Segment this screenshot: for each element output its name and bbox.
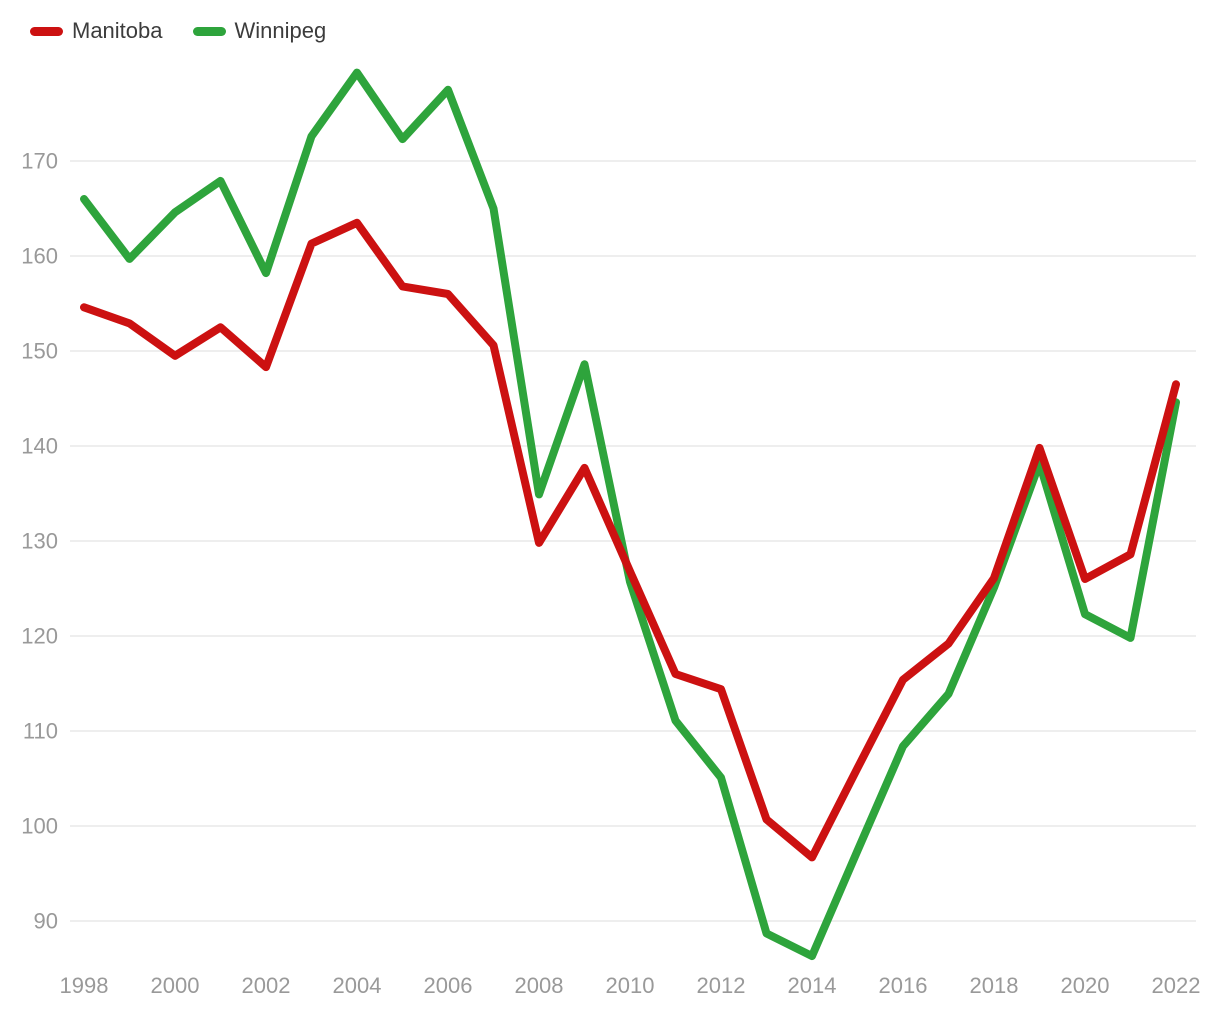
y-axis-tick-label: 130 bbox=[21, 529, 58, 554]
y-axis-tick-label: 120 bbox=[21, 624, 58, 649]
x-axis-tick-label: 2012 bbox=[697, 973, 746, 998]
x-axis-tick-label: 2006 bbox=[424, 973, 473, 998]
y-axis-tick-label: 170 bbox=[21, 149, 58, 174]
x-axis-tick-label: 2010 bbox=[606, 973, 655, 998]
legend-item-manitoba[interactable]: Manitoba bbox=[30, 20, 163, 42]
x-axis-tick-label: 2002 bbox=[242, 973, 291, 998]
y-axis-tick-label: 140 bbox=[21, 434, 58, 459]
chart-legend: Manitoba Winnipeg bbox=[30, 20, 326, 42]
legend-label-winnipeg: Winnipeg bbox=[234, 18, 327, 43]
y-axis-tick-label: 160 bbox=[21, 244, 58, 269]
x-axis-tick-label: 2022 bbox=[1152, 973, 1201, 998]
x-axis-tick-label: 2000 bbox=[151, 973, 200, 998]
y-axis-tick-label: 90 bbox=[34, 909, 58, 934]
x-axis-tick-label: 2016 bbox=[879, 973, 928, 998]
y-axis-tick-label: 110 bbox=[23, 719, 58, 744]
x-axis-tick-label: 2020 bbox=[1061, 973, 1110, 998]
x-axis-tick-label: 2008 bbox=[515, 973, 564, 998]
x-axis-tick-label: 2004 bbox=[333, 973, 382, 998]
y-axis-tick-label: 100 bbox=[21, 814, 58, 839]
series-line-manitoba[interactable] bbox=[80, 218, 1180, 862]
winnipeg-color-swatch-icon bbox=[192, 26, 226, 36]
manitoba-color-swatch-icon bbox=[30, 26, 63, 36]
x-axis-tick-label: 2018 bbox=[970, 973, 1019, 998]
series-line-winnipeg[interactable] bbox=[80, 68, 1180, 961]
legend-item-winnipeg[interactable]: Winnipeg bbox=[192, 18, 327, 43]
legend-label-manitoba: Manitoba bbox=[72, 18, 163, 43]
x-axis-tick-label: 2014 bbox=[788, 973, 837, 998]
x-axis-tick-label: 1998 bbox=[60, 973, 109, 998]
y-axis-tick-label: 150 bbox=[21, 339, 58, 364]
